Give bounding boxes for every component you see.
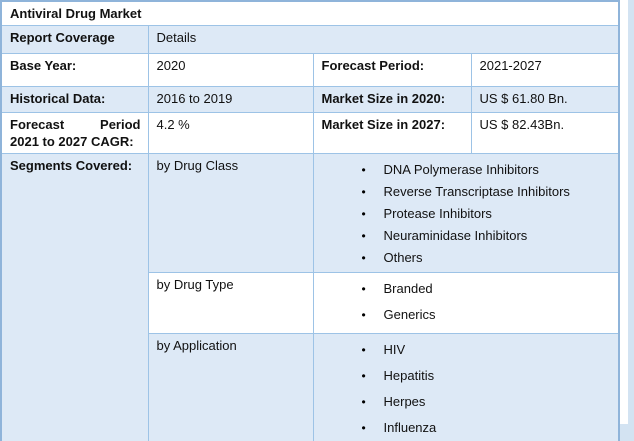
market-size-2027-label: Market Size in 2027: xyxy=(312,111,472,154)
list-item: • Hepatitis xyxy=(362,366,612,386)
list-item: • Protease Inhibitors xyxy=(362,204,612,224)
table-row: Antiviral Drug Market xyxy=(0,0,620,26)
list-item-label: Generics xyxy=(383,306,436,322)
cagr-label: Forecast Period 2021 to 2027 CAGR: xyxy=(0,111,149,154)
segments-covered-label: Segments Covered: xyxy=(0,152,149,441)
list-item-label: Influenza xyxy=(383,419,437,435)
list-item: • Others xyxy=(362,248,612,268)
list-item: • Generics xyxy=(362,305,612,325)
segment-items-drug-type: • Branded • Generics xyxy=(312,271,620,334)
market-size-2027-value: US $ 82.43Bn. xyxy=(470,111,620,154)
list-item: • Herpes xyxy=(362,392,612,412)
market-size-2020-label: Market Size in 2020: xyxy=(312,85,472,113)
table-row: by Application • HIV • Hepatitis • Herpes •… xyxy=(1,332,620,441)
list-item-label: Hepatitis xyxy=(383,367,435,383)
table-title: Antiviral Drug Market xyxy=(0,0,620,26)
segment-items-application: •HIV •Hepatitis •Herpes •Influenza •Othe… xyxy=(312,332,620,441)
table-row: Segments Covered: by Drug Class • DNA Pol… xyxy=(0,152,620,441)
report-coverage-value: Details xyxy=(147,24,620,54)
base-year-label: Base Year: xyxy=(0,52,149,87)
table-row: Forecast Period 2021 to 2027 CAGR: 4.2 %… xyxy=(0,111,620,154)
segment-group-drug-type: by Drug Type xyxy=(147,271,314,334)
list-item-label: Protease Inhibitors xyxy=(383,205,492,221)
bullet-icon: • xyxy=(361,342,366,357)
bullet-icon: • xyxy=(361,394,366,409)
list-item-label: Others xyxy=(383,249,423,265)
table-row: Historical Data: 2016 to 2019 Market Siz… xyxy=(0,85,620,113)
segment-group-application: by Application xyxy=(147,332,314,441)
list-item: • Branded xyxy=(362,279,612,299)
bullet-icon: • xyxy=(361,307,366,322)
forecast-period-label: Forecast Period: xyxy=(312,52,472,87)
bullet-icon: • xyxy=(361,420,366,435)
list-item-label: Reverse Transcriptase Inhibitors xyxy=(383,183,570,199)
bullet-icon: • xyxy=(361,162,366,177)
list-item: • HIV xyxy=(362,340,612,360)
list-item-label: DNA Polymerase Inhibitors xyxy=(383,161,539,177)
bullet-icon: • xyxy=(361,281,366,296)
base-year-value: 2020 xyxy=(147,52,314,87)
bullet-icon: • xyxy=(361,368,366,383)
list-item-label: Herpes xyxy=(383,393,426,409)
bullet-icon: • xyxy=(361,206,366,221)
application-list: •HIV •Hepatitis •Herpes •Influenza •Othe… xyxy=(322,338,612,441)
bullet-icon: • xyxy=(361,184,366,199)
table-row: Report Coverage Details xyxy=(0,24,620,54)
table-row: by Drug Type • Branded • Generics xyxy=(1,271,620,334)
list-item: • Influenza xyxy=(362,418,612,438)
list-item-label: Branded xyxy=(383,280,433,296)
bullet-icon: • xyxy=(361,250,366,265)
list-item: • DNA Polymerase Inhibitors xyxy=(362,160,612,180)
market-size-2020-value: US $ 61.80 Bn. xyxy=(470,85,620,113)
historical-data-value: 2016 to 2019 xyxy=(147,85,314,113)
list-item: • Neuraminidase Inhibitors xyxy=(362,226,612,246)
drug-class-list: • DNA Polymerase Inhibitors • Reverse Tran… xyxy=(322,158,612,268)
bullet-icon: • xyxy=(361,228,366,243)
report-coverage-label: Report Coverage xyxy=(0,24,149,54)
list-item: • Reverse Transcriptase Inhibitors xyxy=(362,182,612,202)
segment-group-drug-class: by Drug Class xyxy=(147,152,314,273)
market-summary-table: Antiviral Drug Market Report Coverage De… xyxy=(0,0,621,441)
forecast-period-value: 2021-2027 xyxy=(470,52,620,87)
list-item-label: Neuraminidase Inhibitors xyxy=(383,227,528,243)
segment-items-drug-class: • DNA Polymerase Inhibitors • Reverse Tran… xyxy=(312,152,620,273)
list-item-label: HIV xyxy=(383,341,406,357)
cagr-value: 4.2 % xyxy=(147,111,314,154)
drug-type-list: • Branded • Generics xyxy=(322,277,612,325)
historical-data-label: Historical Data: xyxy=(0,85,149,113)
table-row: Base Year: 2020 Forecast Period: 2021-20… xyxy=(0,52,620,87)
